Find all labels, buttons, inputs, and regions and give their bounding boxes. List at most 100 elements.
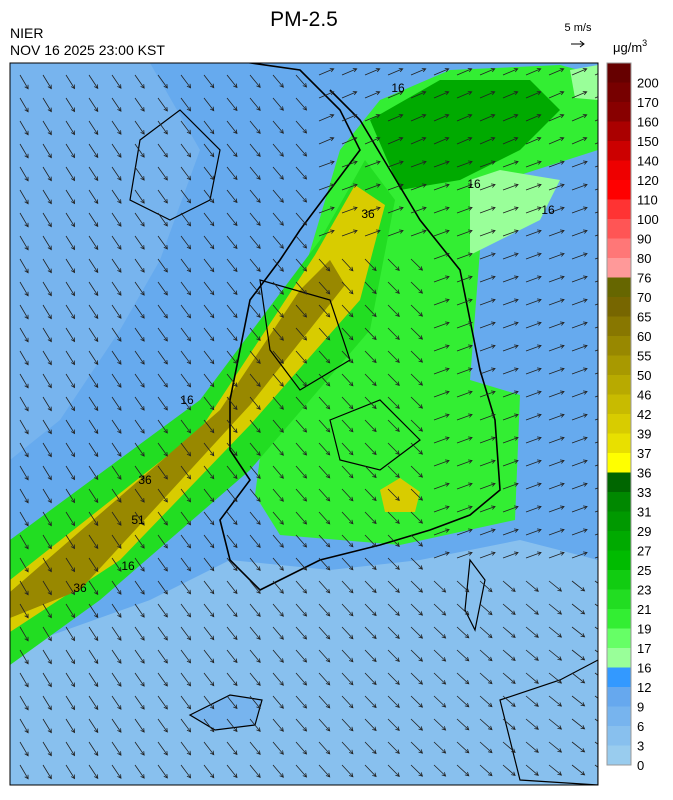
wind-arrow xyxy=(456,136,473,145)
wind-arrow xyxy=(341,649,354,663)
contour-label: 36 xyxy=(73,581,87,595)
wind-arrow xyxy=(295,235,308,249)
colorbar-frame xyxy=(606,62,632,766)
wind-arrow xyxy=(410,764,424,777)
wind-arrow xyxy=(42,649,52,665)
wind-arrow xyxy=(410,419,424,432)
wind-arrow xyxy=(594,718,598,722)
wind-arrow xyxy=(203,143,215,158)
wind-arrow xyxy=(479,321,496,329)
wind-arrow xyxy=(134,166,145,181)
wind-arrow xyxy=(548,459,565,467)
wind-arrow xyxy=(525,603,539,615)
wind-arrow xyxy=(387,672,400,685)
wind-arrow xyxy=(88,603,99,619)
wind-arrow xyxy=(180,350,192,365)
wind-arrow xyxy=(318,488,331,502)
wind-arrow xyxy=(226,672,238,687)
wind-arrow xyxy=(571,695,586,707)
wind-arrow xyxy=(134,143,145,158)
wind-arrow xyxy=(226,74,238,89)
wind-arrow xyxy=(157,396,168,411)
wind-arrow xyxy=(272,741,284,755)
wind-arrow xyxy=(433,90,450,99)
wind-arrow xyxy=(456,67,473,76)
wind-arrow xyxy=(548,626,563,638)
wind-arrow xyxy=(502,413,519,421)
wind-arrow xyxy=(410,281,424,294)
colorbar-swatch xyxy=(607,63,631,83)
wind-arrow xyxy=(433,321,450,329)
wind-arrow xyxy=(111,350,122,365)
wind-arrow xyxy=(525,390,542,398)
wind-arrow xyxy=(456,580,470,593)
colorbar-tick-label: 17 xyxy=(637,641,651,656)
wind-arrow xyxy=(157,350,168,365)
wind-arrow xyxy=(111,143,122,158)
wind-arrow xyxy=(341,136,358,145)
wind-arrow xyxy=(88,74,99,90)
wind-arrow xyxy=(88,649,99,665)
wind-arrow xyxy=(525,436,542,444)
wind-arrow xyxy=(571,436,588,444)
wind-arrow xyxy=(226,166,238,181)
wind-arrow xyxy=(387,67,404,76)
wind-arrow xyxy=(433,649,447,662)
wind-arrow xyxy=(19,626,29,642)
wind-arrow xyxy=(318,373,331,387)
wind-arrow xyxy=(364,626,377,640)
wind-arrow xyxy=(180,465,192,480)
wind-arrow xyxy=(571,229,588,237)
wind-arrow xyxy=(571,113,588,122)
wind-arrow xyxy=(42,534,52,550)
wind-arrow xyxy=(318,281,331,295)
wind-arrow xyxy=(410,229,427,237)
wind-arrow xyxy=(479,436,496,444)
wind-arrow xyxy=(111,281,122,296)
contour-label: 16 xyxy=(121,559,135,573)
wind-arrow xyxy=(19,304,29,320)
wind-arrow xyxy=(341,511,354,525)
colorbar-swatch xyxy=(607,706,631,726)
wind-arrow xyxy=(88,235,99,251)
wind-arrow xyxy=(502,275,519,283)
wind-arrow xyxy=(134,304,145,319)
colorbar-swatch xyxy=(607,219,631,239)
wind-arrow xyxy=(525,505,542,513)
wind-arrow xyxy=(433,136,450,145)
wind-arrow xyxy=(571,649,586,661)
wind-arrow xyxy=(387,90,404,99)
wind-arrow xyxy=(410,113,427,122)
wind-arrow xyxy=(456,459,473,467)
wind-arrow xyxy=(364,113,381,122)
wind-arrow xyxy=(387,419,400,432)
wind-arrow xyxy=(111,741,122,756)
colorbar-tick-label: 140 xyxy=(637,154,659,169)
wind-arrow xyxy=(548,695,563,707)
wind-arrow xyxy=(433,413,450,421)
colorbar-tick-label: 160 xyxy=(637,115,659,130)
wind-arrow xyxy=(272,350,284,364)
wind-arrow xyxy=(88,143,99,159)
wind-arrow xyxy=(433,741,447,754)
wind-arrow xyxy=(571,67,588,76)
wind-arrow xyxy=(180,97,192,112)
wind-arrow xyxy=(134,672,145,687)
wind-arrow xyxy=(157,327,168,342)
colorbar-swatch xyxy=(607,648,631,668)
wind-arrow xyxy=(318,695,331,709)
colorbar-swatch xyxy=(607,570,631,590)
wind-arrow xyxy=(19,97,29,113)
wind-arrow xyxy=(203,603,215,618)
wind-arrow xyxy=(249,189,261,204)
wind-arrow xyxy=(318,67,335,76)
wind-arrow xyxy=(571,275,588,283)
wind-arrow xyxy=(42,672,52,688)
wind-arrow xyxy=(387,396,400,409)
colorbar-swatch xyxy=(607,141,631,161)
wind-arrow xyxy=(88,327,99,343)
wind-arrow xyxy=(341,764,354,778)
wind-arrow xyxy=(502,551,519,559)
wind-arrow xyxy=(502,528,519,536)
wind-arrow xyxy=(387,488,400,501)
